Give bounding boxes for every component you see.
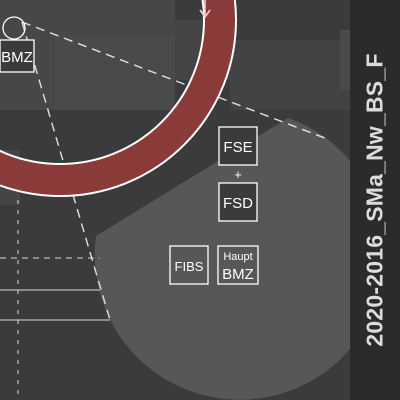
plan-code-sidebar [350,0,400,400]
fse-box[interactable]: FSE [218,126,258,166]
bmz-box[interactable]: BMZ [0,39,35,73]
fsd-box[interactable]: FSD [218,182,258,222]
fsd-label: FSD [223,195,253,212]
plan-code-label: 2020-2016_SMa_Nw_BS_F [361,53,388,347]
horizontal-guides [0,200,110,400]
ring-track [0,0,237,197]
haupt-bmz-line2: BMZ [222,266,254,283]
arrow-down-icon [199,0,211,19]
plus-label: + [234,167,242,182]
fibs-label: FIBS [175,259,204,274]
fse-label: FSE [223,139,252,156]
bmz-label: BMZ [1,49,33,66]
haupt-bmz-line1: Haupt [223,251,252,263]
haupt-bmz-box[interactable]: Haupt BMZ [217,245,259,285]
circle-marker-icon [2,16,26,40]
fibs-box[interactable]: FIBS [169,245,209,285]
